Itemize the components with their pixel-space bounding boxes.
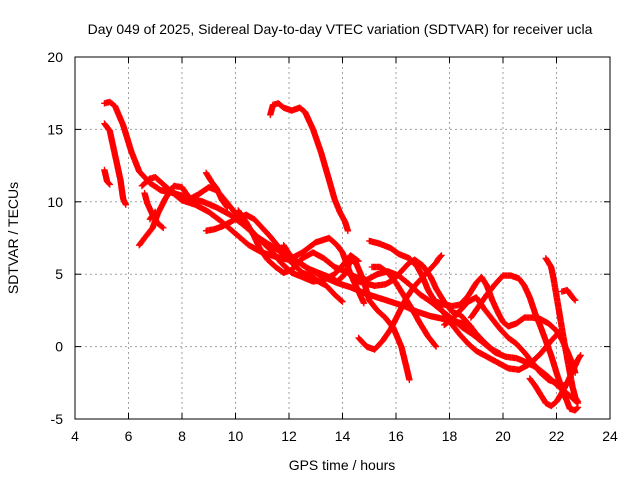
plus-marker	[526, 352, 584, 410]
plus-marker	[441, 294, 568, 389]
plus-marker	[368, 263, 440, 350]
series-sat-c	[101, 120, 129, 208]
x-axis-label: GPS time / hours	[289, 457, 396, 473]
x-tick-label: 14	[335, 428, 351, 444]
chart-title: Day 049 of 2025, Sidereal Day-to-day VTE…	[88, 21, 593, 37]
x-tick-label: 10	[228, 428, 244, 444]
y-tick-label: 5	[55, 266, 63, 282]
plus-marker	[136, 182, 362, 285]
x-tick-label: 16	[388, 428, 404, 444]
series-sat-p	[368, 263, 440, 350]
plus-marker	[558, 286, 579, 304]
series-sat-r	[441, 294, 568, 389]
x-tick-label: 6	[125, 428, 133, 444]
x-tick-label: 24	[602, 428, 618, 444]
x-axis: 4 6 8 10 12 14 16 18 20 22 24	[71, 57, 618, 444]
x-tick-label: 22	[549, 428, 565, 444]
y-tick-label: 20	[47, 49, 63, 65]
y-tick-label: 0	[55, 339, 63, 355]
plus-marker	[467, 272, 582, 414]
y-axis-label: SDTVAR / TECUs	[5, 182, 21, 294]
plus-marker	[202, 169, 231, 211]
series-sat-s	[467, 272, 582, 414]
series-sat-h	[202, 169, 231, 211]
y-tick-label: 10	[47, 194, 63, 210]
data-marks	[101, 98, 584, 414]
y-tick-label: -5	[51, 411, 64, 427]
plus-marker	[366, 237, 563, 373]
x-tick-label: 18	[442, 428, 458, 444]
series-sat-v	[558, 286, 579, 304]
series-sat-l	[280, 242, 413, 384]
plus-marker	[101, 120, 129, 208]
plus-marker	[146, 208, 159, 223]
plus-marker	[101, 166, 113, 188]
x-tick-label: 12	[281, 428, 297, 444]
plus-marker	[280, 242, 413, 384]
x-tick-label: 20	[495, 428, 511, 444]
series-sat-a	[101, 166, 113, 188]
series-sat-n	[366, 237, 563, 373]
y-tick-label: 15	[47, 121, 63, 137]
series-sat-d	[136, 182, 362, 285]
series-sat-j	[267, 100, 352, 234]
y-axis: -5 0 5 10 15 20	[47, 49, 610, 427]
series-sat-g	[146, 208, 159, 223]
plus-marker	[267, 100, 352, 234]
x-tick-label: 4	[71, 428, 79, 444]
x-tick-label: 8	[178, 428, 186, 444]
series-sat-u	[526, 352, 584, 410]
